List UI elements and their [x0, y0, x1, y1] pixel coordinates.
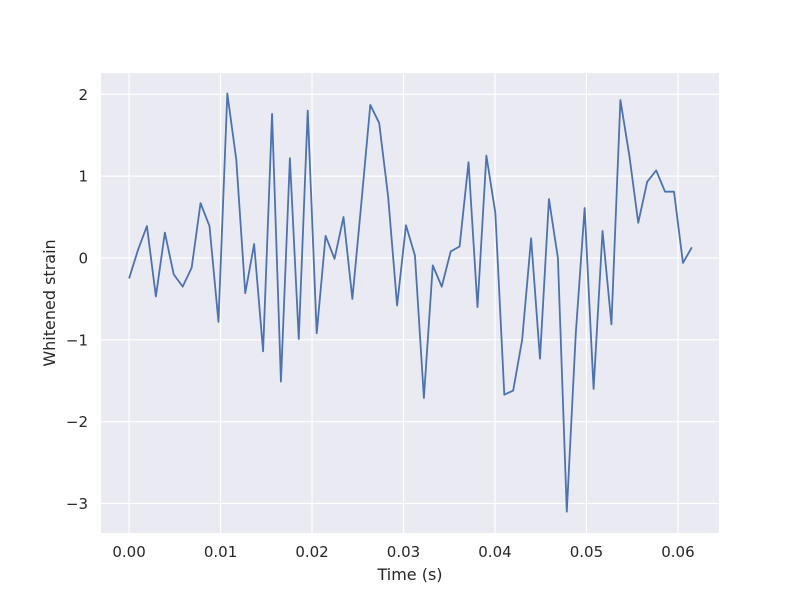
y-tick-label: 0: [78, 249, 88, 267]
x-tick-label: 0.03: [387, 543, 420, 561]
x-tick-labels: 0.00 0.01 0.02 0.03 0.04 0.05 0.06: [112, 543, 694, 561]
x-tick-label: 0.06: [661, 543, 694, 561]
grid-lines: [101, 73, 719, 533]
y-tick-label: 1: [78, 168, 88, 186]
x-axis-label: Time (s): [376, 565, 442, 584]
x-tick-label: 0.01: [204, 543, 237, 561]
plot-area: [101, 73, 719, 533]
y-tick-labels: −3 −2 −1 0 1 2: [66, 86, 88, 513]
y-axis-label: Whitened strain: [40, 239, 59, 366]
y-tick-label: −3: [66, 495, 88, 513]
y-tick-label: −1: [66, 331, 88, 349]
x-tick-label: 0.02: [295, 543, 328, 561]
x-tick-label: 0.04: [478, 543, 511, 561]
y-tick-label: 2: [78, 86, 88, 104]
x-tick-label: 0.00: [112, 543, 145, 561]
x-tick-label: 0.05: [570, 543, 603, 561]
series-line: [128, 92, 693, 513]
series-layer: [128, 92, 693, 513]
y-tick-label: −2: [66, 413, 88, 431]
